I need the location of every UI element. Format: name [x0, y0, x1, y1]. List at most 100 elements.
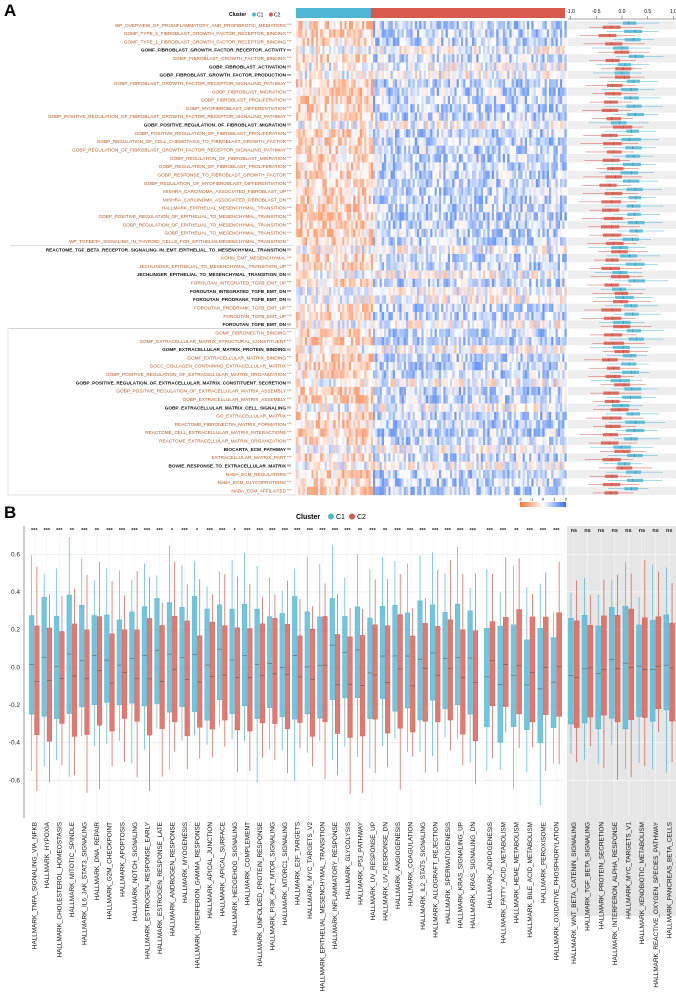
- heatmap-cell: [327, 345, 329, 353]
- heatmap-cell: [347, 104, 349, 112]
- heatmap-cell: [366, 229, 368, 237]
- heatmap-cell: [479, 171, 481, 179]
- heatmap-cell: [397, 295, 399, 303]
- heatmap-cell: [344, 137, 346, 145]
- heatmap-cell: [527, 112, 529, 120]
- heatmap-cell: [452, 96, 454, 104]
- heatmap-cell: [421, 96, 423, 104]
- heatmap-cell: [386, 54, 388, 62]
- heatmap-cell: [342, 79, 344, 87]
- heatmap-cell: [562, 312, 564, 320]
- heatmap-cell: [501, 312, 503, 320]
- heatmap-cell: [406, 96, 408, 104]
- heatmap-cell: [450, 79, 452, 87]
- heatmap-cell: [307, 38, 309, 46]
- heatmap-cell: [338, 21, 340, 29]
- heatmap-cell: [448, 287, 450, 295]
- heatmap-cell: [362, 221, 364, 229]
- heatmap-cell: [523, 21, 525, 29]
- heatmap-cell: [388, 137, 390, 145]
- heatmap-cell: [340, 129, 342, 137]
- heatmap-cell: [483, 171, 485, 179]
- heatmap-cell: [333, 329, 335, 337]
- heatmap-cell: [344, 229, 346, 237]
- heatmap-cell: [342, 46, 344, 54]
- heatmap-cell: [305, 187, 307, 195]
- heatmap-cell: [441, 187, 443, 195]
- heatmap-cell: [377, 179, 379, 187]
- heatmap-cell: [437, 88, 439, 96]
- heatmap-cell: [538, 71, 540, 79]
- heatmap-cell: [364, 212, 366, 220]
- heatmap-cell: [439, 237, 441, 245]
- heatmap-cell: [448, 29, 450, 37]
- heatmap-cell: [393, 237, 395, 245]
- heatmap-cell: [388, 312, 390, 320]
- heatmap-cell: [393, 196, 395, 204]
- heatmap-cell: [531, 262, 533, 270]
- heatmap-cell: [296, 212, 298, 220]
- heatmap-cell: [520, 162, 522, 170]
- heatmap-cell: [437, 146, 439, 154]
- heatmap-cell: [371, 137, 373, 145]
- heatmap-cell: [527, 146, 529, 154]
- heatmap-cell: [300, 121, 302, 129]
- heatmap-cell: [501, 112, 503, 120]
- heatmap-cell: [448, 154, 450, 162]
- heatmap-cell: [371, 221, 373, 229]
- heatmap-cell: [441, 146, 443, 154]
- heatmap-cell: [492, 121, 494, 129]
- heatmap-cell: [551, 187, 553, 195]
- heatmap-cell: [355, 237, 357, 245]
- heatmap-cell: [298, 54, 300, 62]
- heatmap-cell: [487, 96, 489, 104]
- heatmap-cell: [459, 187, 461, 195]
- heatmap-cell: [393, 154, 395, 162]
- heatmap-cell: [518, 129, 520, 137]
- heatmap-cell: [472, 121, 474, 129]
- heatmap-cell: [472, 254, 474, 262]
- heatmap-cell: [298, 21, 300, 29]
- heatmap-row-significance: ***: [287, 106, 292, 110]
- heatmap-cell: [476, 262, 478, 270]
- heatmap-cell: [349, 96, 351, 104]
- heatmap-cell: [364, 88, 366, 96]
- heatmap-cell: [296, 121, 298, 129]
- heatmap-cell: [395, 129, 397, 137]
- heatmap-cell: [450, 137, 452, 145]
- heatmap-cell: [296, 196, 298, 204]
- heatmap-cell: [459, 237, 461, 245]
- heatmap-cell: [415, 229, 417, 237]
- heatmap-cell: [470, 262, 472, 270]
- heatmap-cell: [393, 146, 395, 154]
- heatmap-cell: [342, 229, 344, 237]
- heatmap-cell: [406, 279, 408, 287]
- heatmap-cell: [417, 287, 419, 295]
- heatmap-cell: [397, 54, 399, 62]
- heatmap-cell: [362, 96, 364, 104]
- heatmap-cell: [501, 329, 503, 337]
- heatmap-cell: [551, 171, 553, 179]
- heatmap-cell: [485, 237, 487, 245]
- heatmap-cell: [406, 221, 408, 229]
- heatmap-cell: [382, 154, 384, 162]
- heatmap-cell: [386, 304, 388, 312]
- heatmap-cell: [430, 154, 432, 162]
- heatmap-cell: [435, 63, 437, 71]
- heatmap-cell: [426, 279, 428, 287]
- heatmap-cell: [516, 179, 518, 187]
- heatmap-cell: [507, 146, 509, 154]
- heatmap-cell: [404, 287, 406, 295]
- heatmap-row-significance: ns: [287, 347, 291, 351]
- heatmap-cell: [408, 162, 410, 170]
- heatmap-cell: [338, 187, 340, 195]
- heatmap-cell: [439, 146, 441, 154]
- heatmap-cell: [296, 88, 298, 96]
- heatmap-cell: [399, 246, 401, 254]
- heatmap-cell: [318, 63, 320, 71]
- heatmap-cell: [421, 179, 423, 187]
- heatmap-cell: [311, 54, 313, 62]
- heatmap-cell: [531, 270, 533, 278]
- heatmap-cell: [461, 63, 463, 71]
- heatmap-cell: [545, 137, 547, 145]
